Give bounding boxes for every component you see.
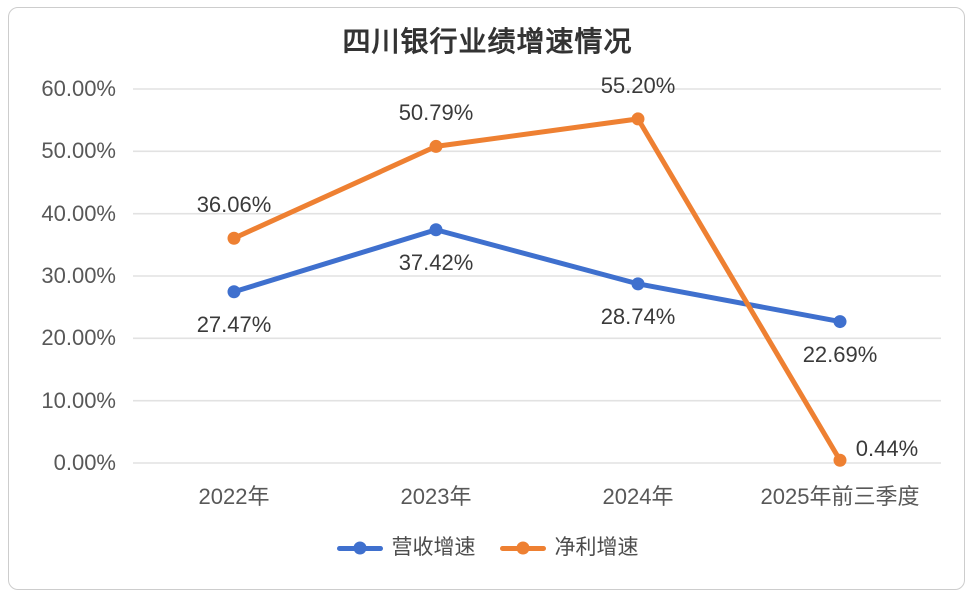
data-label: 36.06% (196, 192, 272, 218)
y-tick-label: 10.00% (41, 387, 116, 413)
legend-dot-icon (353, 541, 366, 555)
data-point-marker (429, 139, 443, 153)
x-tick-label: 2023年 (400, 484, 472, 509)
legend-dot-icon (516, 541, 529, 555)
x-tick-label: 2024年 (602, 484, 674, 509)
data-point-marker (833, 453, 847, 467)
data-label: 0.44% (855, 436, 919, 462)
legend-label: 净利增速 (554, 536, 639, 559)
series-line-1 (231, 116, 843, 463)
y-tick-label: 0.00% (53, 450, 116, 475)
series-line-0 (231, 227, 843, 325)
legend-label: 营收增速 (391, 536, 476, 559)
data-label: 28.74% (600, 303, 676, 329)
x-tick-label: 2025年前三季度 (760, 484, 920, 509)
y-tick-label: 60.00% (41, 76, 116, 101)
y-tick-label: 20.00% (41, 325, 116, 351)
data-label: 22.69% (802, 341, 878, 367)
data-point-marker (631, 277, 645, 291)
legend-line-marker-icon (499, 541, 546, 555)
data-point-marker (227, 231, 241, 245)
legend-line-marker-icon (336, 541, 383, 555)
legend: 营收增速 净利增速 (0, 535, 975, 561)
data-point-marker (833, 315, 847, 329)
y-tick-label: 50.00% (41, 138, 116, 164)
data-point-marker (429, 223, 443, 237)
legend-item-1: 净利增速 (499, 535, 639, 561)
data-point-marker (631, 112, 645, 126)
chart-title: 四川银行业绩增速情况 (342, 26, 633, 57)
data-label: 55.20% (600, 72, 676, 98)
legend-item-0: 营收增速 (336, 535, 476, 561)
data-label: 50.79% (398, 100, 474, 126)
y-tick-label: 40.00% (41, 200, 116, 226)
x-tick-label: 2022年 (198, 484, 270, 509)
data-label: 27.47% (196, 311, 272, 337)
y-tick-label: 30.00% (41, 263, 116, 288)
chart-card-border (8, 7, 965, 590)
data-label: 37.42% (398, 249, 474, 275)
data-point-marker (227, 285, 241, 299)
